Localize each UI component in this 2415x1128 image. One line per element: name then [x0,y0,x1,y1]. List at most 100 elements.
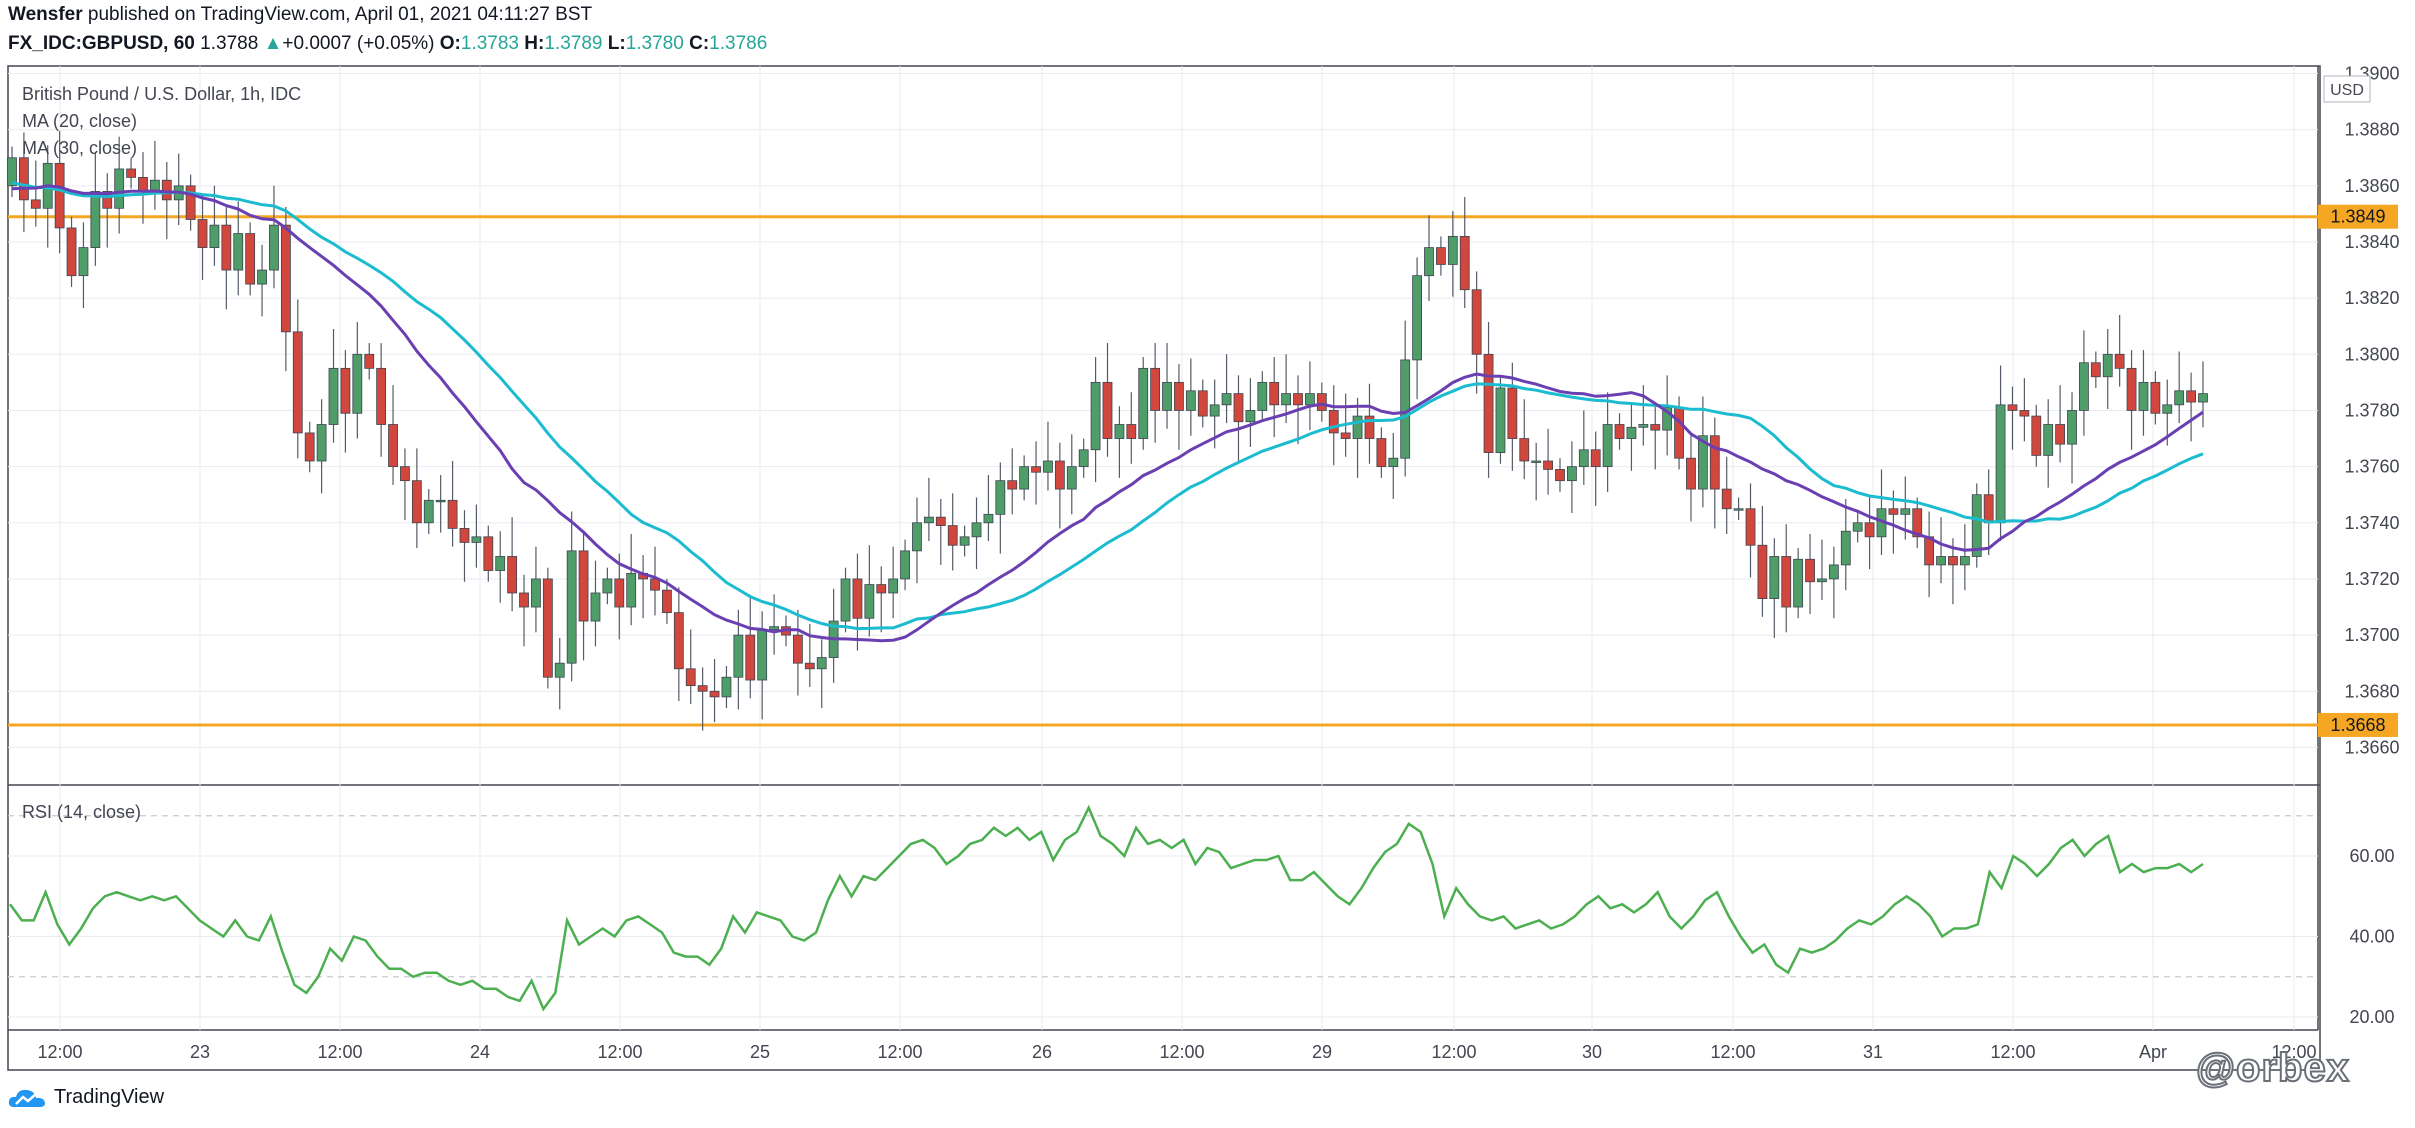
candle-up [566,550,577,664]
candle-up [435,499,446,503]
currency-label: USD [2330,82,2364,99]
candle [1019,455,1030,501]
price-tick-label: 1.3820 [2344,288,2399,308]
candle [864,545,875,637]
candle-down [221,224,232,271]
candle-down [2007,404,2018,411]
candle [971,497,982,570]
candle [328,329,339,443]
candle [340,350,351,453]
candle-down [2186,390,2196,403]
candle-up [531,578,541,608]
candle [2019,378,2030,442]
candle-down [483,536,494,571]
candle-up [959,536,970,546]
candle [2090,351,2101,388]
candle-up [995,480,1006,515]
candle-down [280,224,291,333]
candle-down [578,550,589,622]
candle-down [1674,407,1684,459]
candle-up [352,353,363,414]
candle [2067,392,2077,484]
candle-up [1697,435,1708,490]
candle [1626,402,1637,471]
tradingview-logo[interactable]: TradingView [8,1086,164,1109]
candle [400,448,410,520]
candle-down [1269,381,1280,406]
candle [2055,385,2066,463]
level-tag-label: 1.3849 [2330,207,2385,227]
candle-up [1019,466,1030,490]
candle [1697,396,1708,508]
candle [1614,413,1625,450]
candle [1662,375,1673,456]
change-up-icon: ▲ [263,33,283,54]
rsi-line [8,804,2204,1012]
candle-down [411,480,422,524]
candle [900,539,910,591]
candle-up [1769,556,1780,599]
candle-up [1531,460,1542,463]
candle-up [78,247,89,277]
horizontal-levels[interactable] [8,215,2318,727]
candle [662,578,672,624]
candle-up [1793,558,1804,608]
candle-down [542,578,553,678]
candle [2126,350,2137,450]
candle-down [245,233,256,285]
candle-down [1507,387,1518,439]
candle-up [840,578,851,622]
candle [1757,505,1768,617]
time-tick-label: 12:00 [597,1042,642,1062]
candle-down [1805,558,1815,583]
candle [197,194,208,280]
candle [459,510,470,582]
candles[interactable] [7,131,2208,731]
rsi-tick-label: 60.00 [2349,846,2394,866]
candle-up [423,499,434,524]
candle-up [1447,235,1458,265]
candle [1924,511,1935,598]
candle-down [2114,353,2125,369]
candle [388,385,398,485]
candle [161,161,172,240]
candle-down [1340,432,1351,439]
candle-down [197,219,208,248]
candle [995,462,1006,554]
candle [483,525,494,582]
candle [828,588,839,683]
candle [126,157,136,189]
candle [364,343,375,380]
candle-up [1638,424,1649,428]
candle-down [1031,466,1041,473]
candle [1543,428,1553,495]
candle-down [1436,247,1446,265]
candle-up [114,168,125,209]
candle [757,611,768,720]
candle [257,244,267,317]
candle [983,475,994,542]
candle-up [495,556,506,571]
candle-up [1626,426,1637,439]
candle-down [507,556,518,594]
candle [411,448,422,549]
candle [1424,215,1434,301]
candle-down [1864,522,1875,538]
candle-up [233,233,244,271]
candle [423,489,434,535]
candle-down [2019,410,2030,417]
candle-down [1293,393,1303,406]
candle-up [1817,578,1827,583]
candle [1114,406,1125,478]
candle [1328,385,1339,466]
time-tick-label: 12:00 [317,1042,362,1062]
candle [673,587,684,702]
chart-frame [7,65,2321,1071]
candle-down [673,612,684,670]
time-tick-label: 26 [1032,1042,1052,1062]
time-tick-label: 12:00 [1710,1042,1755,1062]
candle-down [1912,508,1923,538]
candle [1102,343,1113,457]
candle [531,546,541,633]
